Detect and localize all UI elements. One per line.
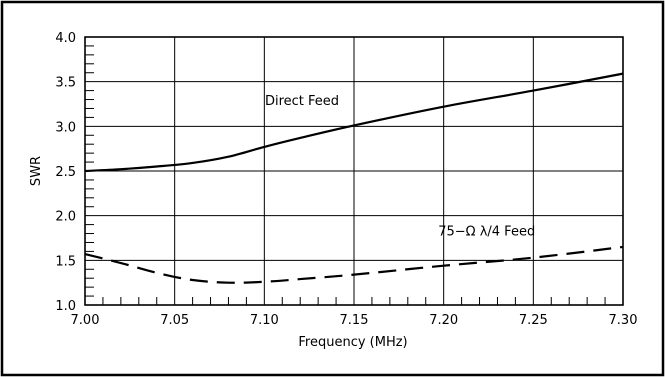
direct-feed-label: Direct Feed [265,94,339,109]
annotations: Direct Feed 75−Ω λ/4 Feed [265,94,535,239]
y-tick-label: 2.5 [55,165,76,180]
x-tick-label: 7.00 [71,313,100,328]
x-tick-label: 7.20 [429,313,458,328]
x-tick-label: 7.05 [160,313,189,328]
y-tick-label: 4.0 [55,31,76,46]
y-axis-title: SWR [29,156,44,186]
minor-ticks [85,45,606,305]
direct-feed-line [84,72,624,173]
y-tick-label: 3.5 [55,76,76,91]
x-tick-label: 7.15 [340,313,369,328]
y-tick-label: 1.0 [55,299,76,314]
x-axis-title: Frequency (MHz) [298,335,407,350]
x-tick-label: 7.10 [250,313,279,328]
x-tick-label: 7.30 [609,313,638,328]
y-tick-labels: 1.0 1.5 2.0 2.5 3.0 3.5 4.0 [55,31,76,314]
quarter-wave-feed-line [84,245,624,284]
x-tick-labels: 7.00 7.05 7.10 7.15 7.20 7.25 7.30 [71,313,638,328]
x-tick-label: 7.25 [519,313,548,328]
quarter-wave-feed-label: 75−Ω λ/4 Feed [438,224,535,239]
y-tick-label: 3.0 [55,120,76,135]
y-tick-label: 2.0 [55,210,76,225]
series-layer [84,72,624,284]
y-tick-label: 1.5 [55,254,76,269]
